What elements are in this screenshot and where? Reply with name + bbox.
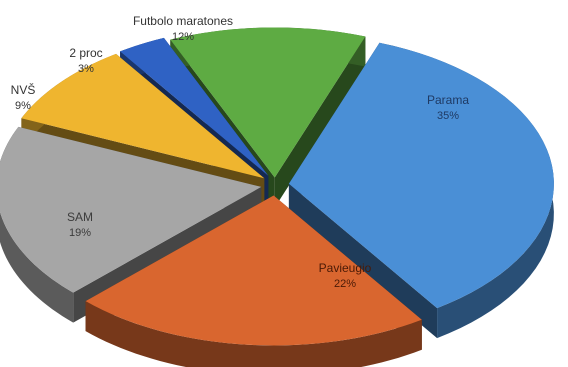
slice-label-group-1: Pavieugio 22%: [319, 261, 372, 290]
slice-percent-label: 3%: [78, 63, 94, 75]
slice-futbolo-maratones: [170, 27, 366, 178]
slice-percent-label: 19%: [69, 227, 91, 239]
slice-edge-2: [0, 126, 74, 323]
slice-label-group-3: NVŠ 9%: [11, 82, 36, 112]
slice-percent-label: 22%: [334, 278, 356, 290]
slice-wall-5: [274, 36, 366, 208]
slice-percent-label: 35%: [437, 110, 459, 122]
slice-label-group-0: Parama 35%: [427, 93, 469, 122]
slice-label-layer: Parama 35% Pavieugio 22% SAM 19% NVŠ 9% 2 proc 3%…: [11, 14, 470, 290]
slice-sam: [0, 126, 262, 293]
slice-label-group-2: SAM 19%: [67, 210, 93, 239]
slice-name-label: Futbolo maratones: [133, 14, 233, 28]
slice-top-layer: [0, 27, 554, 346]
slice-name-label: NVŠ: [11, 82, 36, 97]
slice-pavieugio: [85, 195, 422, 346]
slice-name-label: Pavieugio: [319, 261, 372, 275]
slice-name-label: Parama: [427, 93, 469, 107]
slice-name-label: 2 proc: [69, 46, 102, 60]
slice-wall-0: [288, 183, 438, 339]
slice-edge-1: [85, 301, 422, 367]
slice-percent-label: 9%: [15, 100, 31, 112]
slice-label-group-4: 2 proc 3%: [69, 46, 102, 75]
slice-nv-: [21, 53, 265, 179]
slice-2-proc: [120, 37, 269, 176]
slice-name-label: SAM: [67, 210, 93, 224]
slice-percent-label: 12%: [172, 31, 194, 43]
slice-parama: [288, 42, 554, 309]
slice-label-group-5: Futbolo maratones 12%: [133, 14, 233, 43]
